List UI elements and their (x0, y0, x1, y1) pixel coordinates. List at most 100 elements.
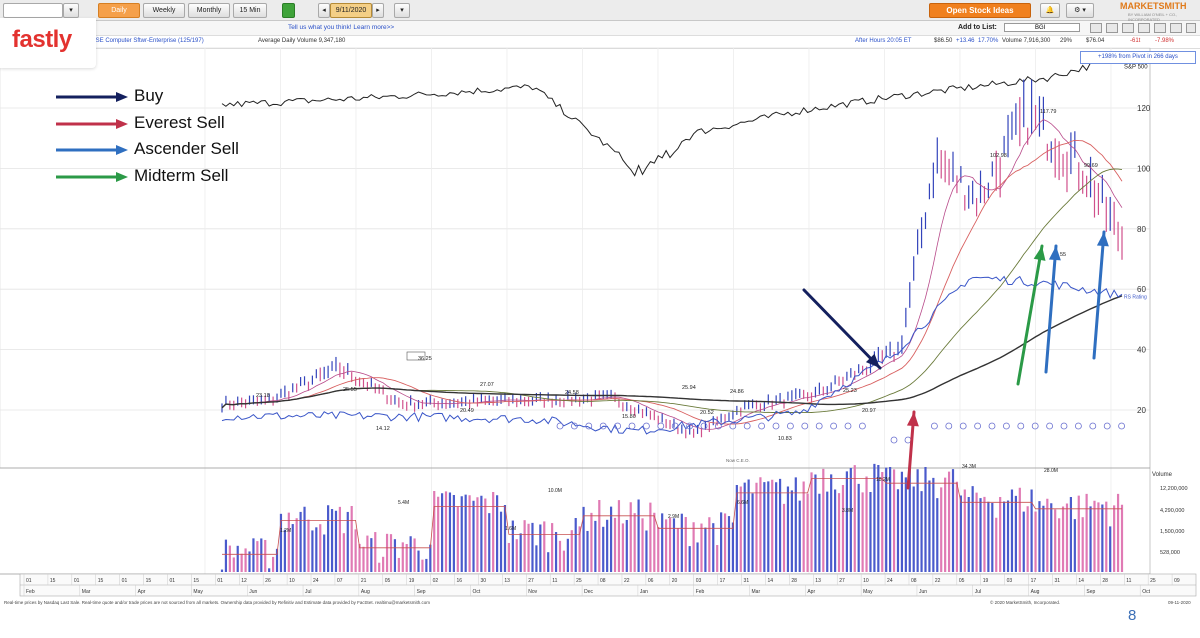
date-tick-label: 17 (1031, 578, 1037, 584)
date-tick-label: 22 (935, 578, 941, 584)
date-tick-label: 17 (720, 578, 726, 584)
realtime-toggle[interactable] (282, 3, 295, 18)
arrow-icon (56, 171, 128, 182)
month-tick-label: Oct (1142, 589, 1150, 595)
date-dropdown[interactable]: ▾ (394, 3, 410, 18)
event-dot (959, 422, 967, 430)
month-tick-label: Jul (305, 589, 311, 595)
event-dot (830, 422, 837, 430)
date-tick-label: 19 (983, 578, 989, 584)
event-dot (657, 422, 665, 430)
share-icon[interactable] (1170, 23, 1182, 33)
layout-icon[interactable] (1090, 23, 1102, 33)
price-label: 24.86 (730, 389, 744, 395)
date-input[interactable]: 9/11/2020 (330, 3, 372, 18)
event-dot (1017, 422, 1025, 430)
footer-disclaimer: Real-time prices by Nasdaq Last Sale. Re… (4, 600, 431, 605)
ascender-sell-arrow-2-head (1096, 232, 1109, 247)
sp500-label: S&P 500 (1124, 65, 1148, 71)
industry-label[interactable]: FSE Computer Sftwr-Enterprise (125/197) (92, 38, 204, 44)
everest-sell-arrow-head (906, 412, 919, 427)
price-label: 15.80 (622, 414, 636, 420)
y-axis: 20 40 60 80 100 120 (1137, 104, 1151, 415)
legend-label-buy: Buy (134, 86, 164, 105)
price-pane-frame (0, 47, 1151, 469)
monthly-button[interactable]: Monthly (188, 3, 230, 18)
last-price: $76.04 (1086, 38, 1105, 44)
logo-text: fastly (12, 26, 72, 53)
daily-button[interactable]: Daily (98, 3, 140, 18)
date-tick-label: 21 (361, 578, 367, 584)
event-dot (1118, 422, 1125, 430)
date-prev-button[interactable]: ◂ (318, 3, 330, 18)
price-label: 25.55 (343, 387, 357, 393)
month-tick-label: Dec (584, 589, 593, 595)
event-dot (974, 422, 981, 430)
volume-tick-label: 4,290,000 (1160, 508, 1184, 514)
open-stock-ideas-button[interactable]: Open Stock Ideas (929, 3, 1031, 18)
interval-select[interactable]: 15 Min (233, 3, 267, 18)
brand-subtitle: BY WILLIAM O'NEIL + CO., INCORPORATED (1128, 12, 1178, 22)
event-dot (729, 422, 737, 430)
buy-arrow-head (865, 353, 880, 368)
date-tick-label: 13 (815, 578, 821, 584)
symbol-input[interactable] (3, 3, 63, 18)
draw-icon[interactable] (1122, 23, 1134, 33)
list-select[interactable]: BGI (1004, 23, 1080, 32)
slide-number: 8 (1128, 607, 1137, 624)
event-dot (715, 422, 722, 430)
grid-icon[interactable] (1154, 23, 1166, 33)
ma-200-line (221, 295, 1123, 409)
legend-label-everest-sell: Everest Sell (134, 112, 225, 132)
event-dot (628, 422, 636, 430)
volume-label: 28.0M (1044, 468, 1058, 474)
month-tick-label: Mar (752, 589, 761, 595)
symbol-dropdown[interactable]: ▾ (63, 3, 79, 18)
month-tick-label: Jun (919, 589, 927, 595)
avg-volume: Average Daily Volume 9,347,180 (258, 38, 346, 44)
price-change-pct: -7.98% (1155, 38, 1175, 44)
price-label: 20.52 (700, 410, 714, 416)
event-dot (758, 422, 765, 430)
bell-icon[interactable]: 🔔 (1040, 3, 1060, 18)
event-dot (1089, 422, 1097, 430)
month-tick-label: Sep (1086, 589, 1095, 595)
month-tick-label: Feb (26, 589, 35, 595)
signal-arrows (802, 230, 1109, 490)
chart-icon[interactable] (1138, 23, 1150, 33)
brand-logo: MARKETSMITH (1120, 1, 1187, 11)
base-box (406, 351, 426, 361)
date-tick-label: 01 (122, 578, 128, 584)
date-tick-label: 09 (1174, 578, 1180, 584)
date-tick-label: 05 (959, 578, 965, 584)
weekly-button[interactable]: Weekly (143, 3, 185, 18)
arrow-icon (56, 92, 128, 102)
pivot-gain-box: +198% from Pivot in 266 days (1080, 51, 1196, 64)
price-label: 25.94 (682, 385, 696, 391)
feedback-link[interactable]: Tell us what you think! Learn more>> (288, 24, 395, 31)
settings-icon[interactable]: ⚙ ▾ (1066, 3, 1094, 18)
date-tick-label: 10 (289, 578, 295, 584)
ma-21-line (221, 139, 1123, 425)
date-tick-label: 06 (648, 578, 654, 584)
midterm-sell-arrow-head (1033, 246, 1046, 261)
month-tick-label: Aug (361, 589, 370, 595)
date-next-button[interactable]: ▸ (372, 3, 384, 18)
month-tick-label: Jul (975, 589, 981, 595)
volume-bars: 1.2M 5.4M 1.6M 10.0M 2.9M 6.6M 3.8M 18.2M 34.3M 2… (0, 463, 1150, 575)
volume-label: 1.2M (280, 528, 291, 534)
month-tick-label: Oct (472, 589, 480, 595)
event-dot (772, 422, 780, 430)
y-tick-label: 120 (1137, 104, 1151, 113)
event-dot (844, 422, 852, 430)
close-icon[interactable] (1186, 23, 1196, 33)
ma-50-line (221, 168, 1123, 413)
after-hours-price: $86.50 (934, 38, 953, 44)
print-icon[interactable] (1106, 23, 1118, 33)
sub-toolbar: Tell us what you think! Learn more>> Add… (0, 21, 1200, 36)
event-dot (1031, 422, 1039, 430)
date-tick-label: 19 (409, 578, 415, 584)
legend-label-ascender-sell: Ascender Sell (134, 139, 239, 158)
